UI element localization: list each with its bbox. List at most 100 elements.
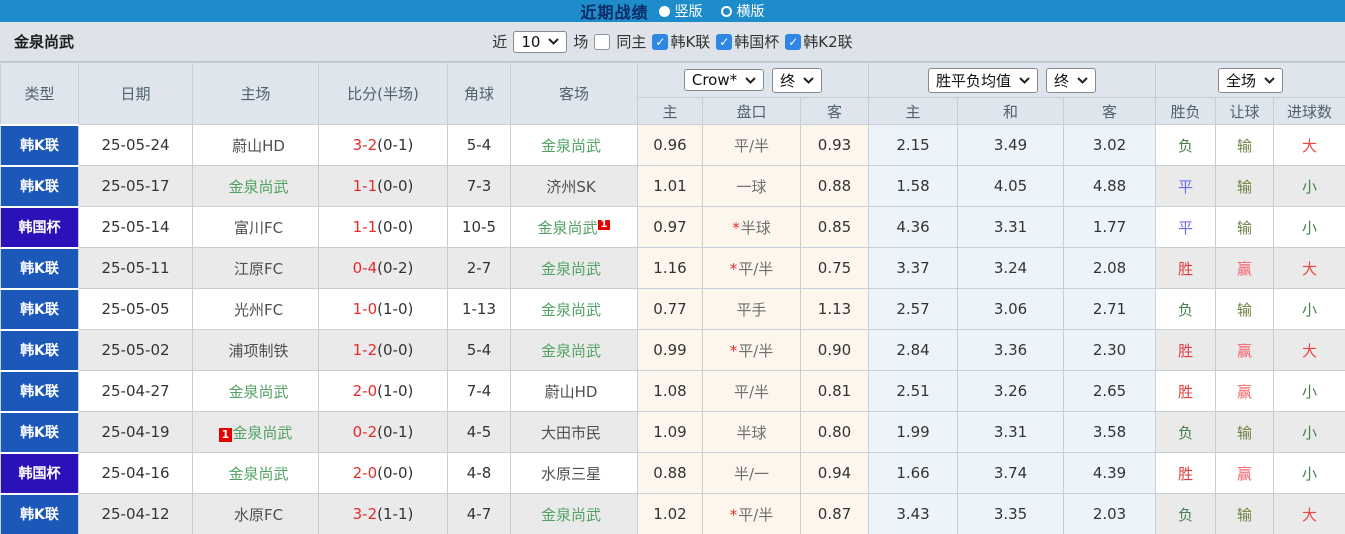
home-team-name: 金泉尚武 <box>228 177 289 196</box>
away-team-name: 金泉尚武 <box>540 300 601 319</box>
radio-selected-icon[interactable] <box>658 5 670 17</box>
away-team-name: 金泉尚武 <box>540 341 601 360</box>
handicap-result-cell: 输 <box>1215 288 1275 330</box>
home-team-name: 江原FC <box>233 259 284 278</box>
avg-away-cell: 4.88 <box>1063 165 1157 207</box>
match-date: 25-04-19 <box>78 411 193 453</box>
halftime-score: (0-0) <box>377 464 414 482</box>
handicap-text: 半/一 <box>733 464 770 483</box>
match-row: 韩国杯 25-05-14 富川FC 1-1(0-0) 10-5 金泉尚武 1 0.… <box>0 205 1345 249</box>
col-header-type: 类型 <box>0 62 79 125</box>
league-type-badge: 韩K联 <box>0 164 79 208</box>
match-date: 25-05-02 <box>78 329 193 371</box>
home-team-cell: 浦项制铁 <box>192 329 319 371</box>
league-type-badge: 韩K联 <box>0 287 79 331</box>
avg-away-cell: 2.65 <box>1063 370 1157 412</box>
away-team-cell: 水原三星 <box>510 452 638 494</box>
corners-cell: 4-5 <box>447 411 511 453</box>
handicap-cell: *平/半 <box>702 247 801 289</box>
col-header-score: 比分(半场) <box>318 62 448 125</box>
subheader-goals: 进球数 <box>1273 97 1345 125</box>
avg-home-cell: 2.51 <box>868 370 959 412</box>
odds-away-cell: 0.80 <box>799 411 870 453</box>
home-team-cell: 光州FC <box>192 288 319 330</box>
handicap-text: 一球 <box>736 177 767 196</box>
match-row: 韩K联 25-05-02 浦项制铁 1-2(0-0) 5-4 金泉尚武 0.99… <box>0 328 1345 372</box>
k2league-checkbox-checked[interactable]: ✓ <box>785 33 802 50</box>
fulltime-score: 1-1 <box>352 177 378 195</box>
handicap-text: 平/半 <box>738 505 774 524</box>
avg-home-cell: 2.84 <box>868 329 959 371</box>
halftime-score: (0-0) <box>377 341 414 359</box>
handicap-result-cell: 赢 <box>1215 247 1275 289</box>
handicap-star-icon: * <box>729 259 738 278</box>
halftime-score: (0-1) <box>377 423 414 441</box>
chevron-down-icon <box>548 38 560 45</box>
match-row: 韩国杯 25-04-16 金泉尚武 2-0(0-0) 4-8 水原三星 0.88… <box>0 451 1345 495</box>
goals-cell: 大 <box>1273 493 1345 534</box>
odds-home-cell: 0.97 <box>637 206 703 248</box>
avg-away-cell: 3.02 <box>1063 124 1157 166</box>
odds-away-cell: 0.81 <box>799 370 870 412</box>
home-team-cell: 金泉尚武 <box>192 165 319 207</box>
games-label: 场 <box>573 33 589 51</box>
fulltime-score: 0-2 <box>352 423 378 441</box>
avg-odds-select[interactable]: 胜平负均值 <box>928 67 1039 93</box>
avg-draw-cell: 3.74 <box>957 452 1065 494</box>
away-team-name: 金泉尚武 <box>540 136 601 155</box>
odds-time-select[interactable]: 终 <box>772 67 823 93</box>
odds-home-cell: 0.88 <box>637 452 703 494</box>
avg-time-select[interactable]: 终 <box>1046 67 1097 93</box>
fulltime-score: 0-4 <box>352 259 378 277</box>
kleague-checkbox-checked[interactable]: ✓ <box>652 33 669 50</box>
away-team-cell: 蔚山HD <box>510 370 638 412</box>
score-cell: 1-1(0-0) <box>318 206 448 248</box>
odds-company-select[interactable]: Crow* <box>683 69 765 91</box>
score-cell: 2-0(1-0) <box>318 370 448 412</box>
match-count-select[interactable]: 10 <box>513 30 568 53</box>
halftime-score: (0-2) <box>377 259 414 277</box>
layout-radio-group: 竖版 横版 <box>658 1 765 21</box>
result-cell: 负 <box>1155 124 1217 166</box>
avg-draw-cell: 3.31 <box>957 206 1065 248</box>
home-team-name: 富川FC <box>233 218 284 237</box>
fulltime-score: 3-2 <box>352 136 378 154</box>
team-name-heading: 金泉尚武 <box>14 33 75 51</box>
scope-value: 全场 <box>1226 71 1257 90</box>
fulltime-score: 2-0 <box>352 464 378 482</box>
league-type-badge: 韩国杯 <box>0 205 79 249</box>
away-team-cell: 济州SK <box>510 165 638 207</box>
scope-select[interactable]: 全场 <box>1218 67 1284 93</box>
avg-odds-header: 胜平负均值 终 <box>868 62 1157 98</box>
subheader-odds-away: 客 <box>799 97 870 125</box>
odds-time-value: 终 <box>780 71 796 90</box>
avg-home-cell: 2.15 <box>868 124 959 166</box>
handicap-result-cell: 输 <box>1215 206 1275 248</box>
odds-home-cell: 1.08 <box>637 370 703 412</box>
goals-cell: 小 <box>1273 206 1345 248</box>
corners-cell: 10-5 <box>447 206 511 248</box>
radio-unselected-icon[interactable] <box>720 5 732 17</box>
avg-away-cell: 2.30 <box>1063 329 1157 371</box>
handicap-text: 平/半 <box>738 259 774 278</box>
score-cell: 1-1(0-0) <box>318 165 448 207</box>
halftime-score: (0-0) <box>377 177 414 195</box>
halftime-score: (1-0) <box>377 300 414 318</box>
home-team-name: 浦项制铁 <box>228 341 289 360</box>
handicap-result-cell: 输 <box>1215 411 1275 453</box>
away-team-name: 蔚山HD <box>544 382 598 401</box>
col-header-corners: 角球 <box>447 62 511 125</box>
radio-vertical-layout[interactable]: 竖版 <box>658 1 703 21</box>
corners-cell: 5-4 <box>447 329 511 371</box>
home-team-cell: 1 金泉尚武 <box>192 411 319 453</box>
radio-horizontal-layout[interactable]: 横版 <box>720 1 765 21</box>
page-title: 近期战绩 <box>580 3 649 22</box>
home-team-cell: 江原FC <box>192 247 319 289</box>
kleague-label: 韩K联 <box>670 33 711 51</box>
avg-time-value: 终 <box>1054 71 1070 90</box>
subheader-avg-home: 主 <box>868 97 959 125</box>
away-team-name: 金泉尚武 <box>540 259 601 278</box>
same-home-checkbox[interactable] <box>594 33 611 50</box>
avg-draw-cell: 3.06 <box>957 288 1065 330</box>
koreacup-checkbox-checked[interactable]: ✓ <box>716 33 733 50</box>
